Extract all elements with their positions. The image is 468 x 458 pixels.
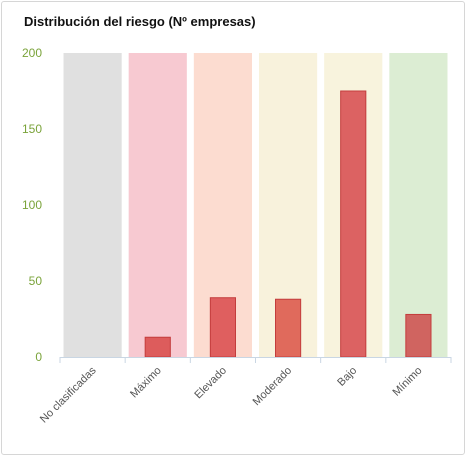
- y-tick-label: 150: [22, 122, 42, 136]
- bar[interactable]: [340, 90, 367, 358]
- category-band: [389, 53, 448, 357]
- x-tick-label: Elevado: [192, 365, 229, 402]
- x-tick-label: Moderado: [251, 365, 295, 409]
- x-tick-label: Máximo: [128, 365, 164, 401]
- chart-title: Distribución del riesgo (Nº empresas): [24, 14, 256, 29]
- category-band: [63, 53, 122, 357]
- bar[interactable]: [144, 336, 171, 358]
- y-tick-label: 50: [29, 274, 43, 288]
- y-tick-label: 100: [22, 198, 42, 212]
- x-tick-label: Bajo: [335, 365, 359, 389]
- y-tick-label: 200: [22, 46, 42, 60]
- y-tick-label: 0: [35, 350, 42, 364]
- x-tick-label: Mínimo: [391, 365, 425, 399]
- x-tick-label: No clasificadas: [38, 364, 99, 425]
- bar[interactable]: [209, 297, 236, 358]
- category-band: [128, 53, 187, 357]
- bar[interactable]: [405, 313, 432, 358]
- bar[interactable]: [275, 298, 302, 358]
